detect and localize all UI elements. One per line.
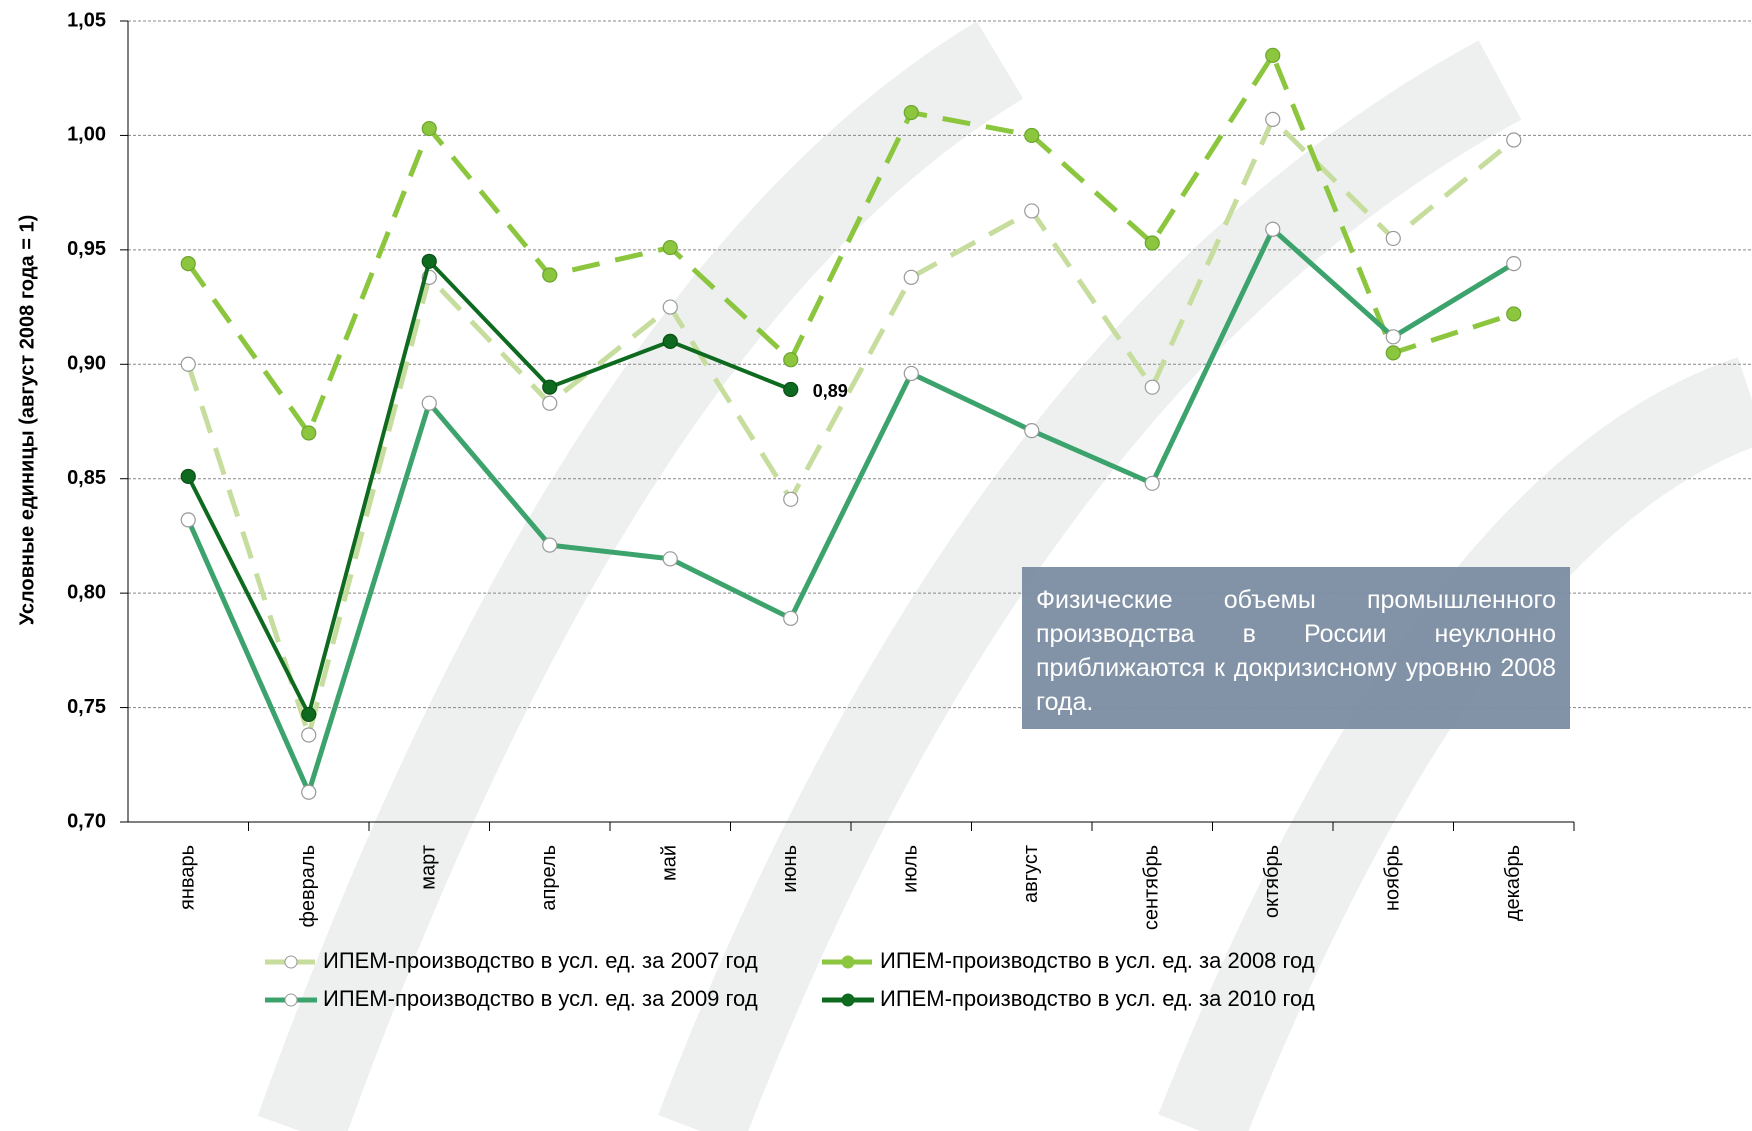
data-point [904, 366, 918, 380]
data-point [422, 396, 436, 410]
annotation: Физические объемы промышленного производ… [1022, 567, 1570, 729]
x-tick-label: январь [177, 845, 199, 910]
data-point [1386, 346, 1400, 360]
data-point [302, 728, 316, 742]
x-tick-label: март [418, 845, 440, 890]
legend-label: ИПЕМ-производство в усл. ед. за 2009 год [323, 986, 758, 1011]
x-tick-label: сентябрь [1141, 845, 1163, 930]
data-point [1266, 222, 1280, 236]
data-point [543, 396, 557, 410]
data-point [181, 469, 195, 483]
data-point [663, 241, 677, 255]
x-tick-label: май [659, 845, 681, 881]
data-point [663, 552, 677, 566]
y-tick-label: 0,85 [67, 467, 106, 489]
data-point [663, 334, 677, 348]
x-tick-label: ноябрь [1382, 845, 1404, 911]
data-point [422, 254, 436, 268]
data-point [302, 426, 316, 440]
data-point [784, 611, 798, 625]
y-tick-label: 1,05 [67, 9, 106, 31]
data-point [1025, 128, 1039, 142]
x-tick-label: октябрь [1261, 845, 1283, 918]
data-point [1507, 307, 1521, 321]
x-tick-label: декабрь [1502, 845, 1524, 921]
data-point [1507, 257, 1521, 271]
data-point [543, 268, 557, 282]
y-tick-label: 1,00 [67, 124, 106, 146]
data-point [302, 785, 316, 799]
data-point [543, 538, 557, 552]
data-point [1507, 133, 1521, 147]
x-tick-label: август [1020, 845, 1042, 903]
legend-marker [285, 956, 297, 968]
data-point [1145, 380, 1159, 394]
data-point [904, 106, 918, 120]
x-tick-label: апрель [538, 845, 560, 911]
legend-marker [842, 956, 854, 968]
data-point [1145, 236, 1159, 250]
data-point [784, 353, 798, 367]
data-point [543, 380, 557, 394]
data-point [1025, 424, 1039, 438]
legend-label: ИПЕМ-производство в усл. ед. за 2010 год [880, 986, 1315, 1011]
legend-marker [285, 994, 297, 1006]
y-tick-label: 0,70 [67, 810, 106, 832]
data-point [302, 707, 316, 721]
data-point [1386, 330, 1400, 344]
legend-label: ИПЕМ-производство в усл. ед. за 2007 год [323, 948, 758, 973]
data-point [1025, 204, 1039, 218]
data-point [1266, 48, 1280, 62]
data-point [1386, 231, 1400, 245]
data-label: 0,89 [813, 381, 848, 401]
x-tick-label: июнь [779, 845, 801, 893]
data-point [181, 257, 195, 271]
legend-marker [842, 994, 854, 1006]
data-point [422, 122, 436, 136]
y-tick-label: 0,75 [67, 696, 106, 718]
chart-container: Условные единицы (август 2008 года = 1) … [0, 0, 1752, 1131]
y-tick-label: 0,95 [67, 238, 106, 260]
x-tick-label: февраль [297, 845, 319, 928]
data-point [784, 492, 798, 506]
y-tick-label: 0,80 [67, 581, 106, 603]
page: Условные единицы (август 2008 года = 1) … [0, 0, 1752, 1131]
chart: Условные единицы (август 2008 года = 1) … [0, 0, 1752, 1131]
data-point [181, 357, 195, 371]
data-point [1145, 476, 1159, 490]
data-point [904, 270, 918, 284]
data-point [663, 300, 677, 314]
y-tick-label: 0,90 [67, 353, 106, 375]
data-point [784, 382, 798, 396]
legend-label: ИПЕМ-производство в усл. ед. за 2008 год [880, 948, 1315, 973]
data-point [1266, 112, 1280, 126]
data-point [181, 513, 195, 527]
y-axis-title: Условные единицы (август 2008 года = 1) [16, 215, 38, 626]
x-tick-label: июль [900, 845, 922, 893]
